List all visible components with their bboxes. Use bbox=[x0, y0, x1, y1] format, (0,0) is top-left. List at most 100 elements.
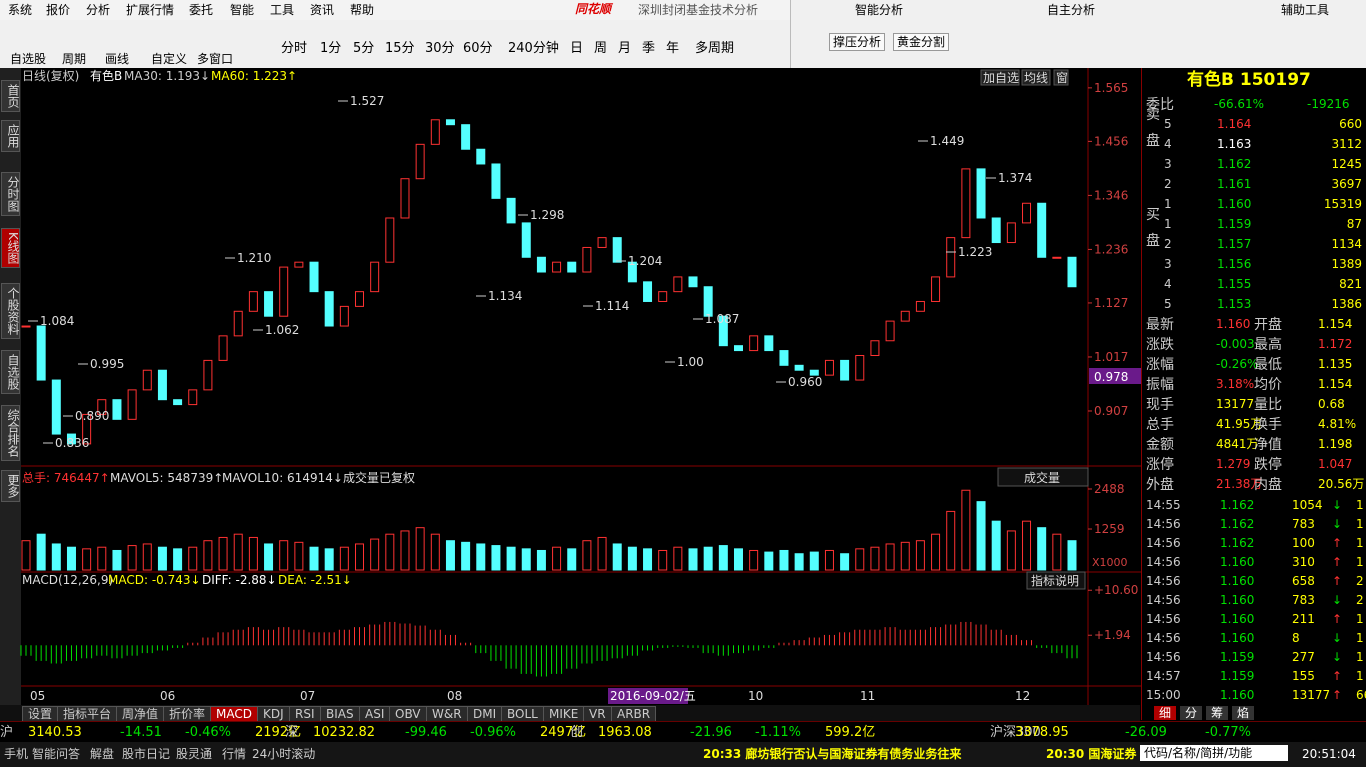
status-item[interactable]: 行情 bbox=[222, 747, 247, 761]
volume-bar bbox=[355, 543, 365, 571]
trade-time: 14:56 bbox=[1146, 574, 1181, 588]
panel-button[interactable]: 窗 bbox=[1056, 71, 1068, 85]
side-tab[interactable]: 个股资料 bbox=[1, 283, 20, 339]
stat-name: 外盘 bbox=[1146, 477, 1174, 493]
level: 5 bbox=[1164, 117, 1172, 131]
indicator-tab[interactable]: OBV bbox=[389, 706, 427, 722]
candle bbox=[97, 399, 107, 415]
menu-item[interactable]: 工具 bbox=[270, 3, 295, 17]
candle bbox=[157, 369, 167, 401]
side-tab[interactable]: 分时图 bbox=[1, 172, 20, 216]
menu-item[interactable]: 系统 bbox=[8, 3, 33, 17]
button[interactable]: 撑压分析 bbox=[829, 33, 886, 51]
menu-item[interactable]: 帮助 bbox=[350, 3, 375, 17]
period-button[interactable]: 5分 bbox=[353, 41, 375, 56]
indicator-tab[interactable]: 周净值 bbox=[116, 706, 165, 722]
menu-item[interactable]: 分析 bbox=[86, 3, 111, 17]
quote-tab[interactable]: 分 bbox=[1180, 706, 1203, 720]
toolbar-button[interactable]: 周期 bbox=[62, 52, 87, 66]
side-tab[interactable]: 综合排名 bbox=[1, 405, 20, 461]
period-button[interactable]: 年 bbox=[666, 41, 680, 56]
toolbar-button[interactable]: 自选股 bbox=[10, 52, 47, 66]
indicator-tab[interactable]: VR bbox=[583, 706, 612, 722]
toolbar-button[interactable]: 自定义 bbox=[151, 52, 188, 66]
side-tab[interactable]: K线图 bbox=[1, 228, 20, 268]
period-button[interactable]: 季 bbox=[642, 41, 656, 56]
candle bbox=[430, 119, 440, 145]
period-button[interactable]: 周 bbox=[594, 41, 608, 56]
side-tab[interactable]: 首页 bbox=[1, 80, 20, 112]
side-tab[interactable]: 自选股 bbox=[1, 350, 20, 394]
period-button[interactable]: 60分 bbox=[463, 41, 493, 56]
volume-bar bbox=[279, 540, 289, 571]
trade-count: 1 bbox=[1356, 650, 1364, 664]
candle bbox=[1022, 202, 1032, 224]
indicator-tab[interactable]: RSI bbox=[289, 706, 321, 722]
volume-bar bbox=[552, 546, 562, 571]
button[interactable]: 黄金分割 bbox=[893, 33, 950, 51]
stat-value: 1.135 bbox=[1318, 357, 1353, 371]
menu-item[interactable]: 委托 bbox=[189, 3, 214, 17]
indicator-tab[interactable]: ARBR bbox=[611, 706, 657, 722]
candle bbox=[931, 276, 941, 302]
volume-bar bbox=[688, 548, 698, 571]
status-item[interactable]: 股市日记 bbox=[122, 747, 171, 761]
toolbar-button[interactable]: 画线 bbox=[105, 52, 130, 66]
toolbar-button[interactable]: 多窗口 bbox=[197, 52, 234, 66]
menu-item[interactable]: 智能 bbox=[230, 3, 255, 17]
period-button[interactable]: 多周期 bbox=[695, 41, 735, 56]
trade-price: 1.160 bbox=[1220, 688, 1255, 702]
menu-item[interactable]: 资讯 bbox=[310, 3, 335, 17]
annotation: 1.114 bbox=[595, 299, 629, 313]
ticker-item: 深 bbox=[285, 725, 299, 740]
quote-tab[interactable]: 焰 bbox=[1232, 706, 1255, 720]
search-box[interactable]: 代码/名称/简拼/功能 bbox=[1140, 745, 1288, 761]
menu-item[interactable]: 报价 bbox=[46, 3, 71, 17]
period-button[interactable]: 1分 bbox=[320, 41, 342, 56]
quote-tab[interactable]: 筹 bbox=[1206, 706, 1229, 720]
panel-button-bg bbox=[1053, 69, 1069, 86]
trade-volume: 783 bbox=[1292, 517, 1315, 531]
period-button[interactable]: 15分 bbox=[385, 41, 415, 56]
panel-button[interactable]: 加自选 bbox=[983, 71, 1019, 85]
period-button[interactable]: 240分钟 bbox=[508, 41, 559, 56]
volume-bar bbox=[915, 540, 925, 571]
volume-bar bbox=[870, 546, 880, 571]
trade-time: 14:56 bbox=[1146, 631, 1181, 645]
status-item[interactable]: 智能问答 bbox=[32, 747, 81, 761]
status-item[interactable]: 解盘 bbox=[90, 747, 115, 761]
indicator-tab[interactable]: MACD bbox=[210, 706, 258, 722]
side-label: 盘 bbox=[1146, 233, 1160, 249]
indicator-tab[interactable]: 设置 bbox=[22, 706, 59, 722]
indicator-tab[interactable]: ASI bbox=[359, 706, 391, 722]
chart-header: MA30: 1.193↓ bbox=[124, 69, 210, 83]
annotation: 1.00 bbox=[677, 355, 704, 369]
indicator-tab[interactable]: 折价率 bbox=[163, 706, 212, 722]
candle bbox=[248, 291, 258, 312]
status-item[interactable]: 手机 bbox=[4, 747, 29, 761]
stat-name: 量比 bbox=[1254, 397, 1282, 413]
side-tab[interactable]: 更多 bbox=[1, 470, 20, 502]
indicator-tab[interactable]: BIAS bbox=[320, 706, 360, 722]
level: 4 bbox=[1164, 137, 1172, 151]
period-button[interactable]: 月 bbox=[618, 41, 632, 56]
indicator-tab[interactable]: 指标平台 bbox=[57, 706, 118, 722]
period-button[interactable]: 分时 bbox=[281, 41, 308, 56]
indicator-tab[interactable]: MIKE bbox=[543, 706, 585, 722]
trade-direction: ↑ bbox=[1332, 612, 1343, 626]
panel-button[interactable]: 均线 bbox=[1024, 71, 1048, 85]
status-item[interactable]: 股灵通 bbox=[176, 747, 213, 761]
period-button[interactable]: 30分 bbox=[425, 41, 455, 56]
candle bbox=[1037, 202, 1047, 258]
indicator-tab[interactable]: DMI bbox=[467, 706, 503, 722]
status-item[interactable]: 24小时滚动 bbox=[252, 747, 316, 761]
indicator-tab[interactable]: KDJ bbox=[257, 706, 290, 722]
indicator-tab[interactable]: BOLL bbox=[501, 706, 544, 722]
side-tab[interactable]: 应用 bbox=[1, 120, 20, 152]
volume: 3697 bbox=[1331, 177, 1362, 191]
quote-tab[interactable]: 细 bbox=[1154, 706, 1177, 720]
indicator-tab[interactable]: W&R bbox=[426, 706, 468, 722]
period-button[interactable]: 日 bbox=[570, 41, 584, 56]
candle bbox=[264, 291, 274, 317]
menu-item[interactable]: 扩展行情 bbox=[126, 3, 175, 17]
